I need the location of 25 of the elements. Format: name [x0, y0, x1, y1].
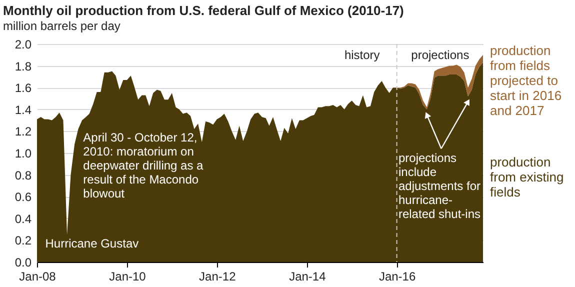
- y-tick-label: 1.8: [14, 59, 32, 74]
- y-tick-label: 0.6: [14, 190, 32, 204]
- annotation: Hurricane Gustav: [45, 236, 139, 250]
- y-tick-label: 0.2: [14, 234, 32, 248]
- x-tick-label: Jan-14: [289, 270, 326, 284]
- annotation: April 30 - October 12, 2010: moratorium on deepwater drilling as a result of the Macondo blowout: [83, 130, 204, 200]
- annotation: history: [344, 48, 380, 62]
- y-tick-label: 0.4: [14, 212, 32, 226]
- y-tick-label: 1.0: [14, 146, 32, 160]
- y-tick-label: 1.4: [14, 102, 32, 117]
- annotation: projections include adjustments for hurricane-related shut-ins: [398, 151, 481, 221]
- y-tick-label: 0.0: [14, 256, 32, 270]
- y-tick-label: 1.2: [14, 124, 32, 139]
- series-label: production from existing fields: [490, 154, 564, 200]
- series-label: production from fields projected to start in 2016 and 2017: [490, 42, 562, 118]
- annotation: projections: [411, 48, 470, 62]
- x-tick-label: Jan-10: [109, 270, 146, 284]
- y-tick-label: 2.0: [14, 38, 32, 52]
- x-tick-label: Jan-16: [378, 270, 416, 284]
- y-tick-label: 0.8: [14, 168, 32, 182]
- chart-subtitle: million barrels per day: [3, 19, 120, 33]
- chart-title: Monthly oil production from U.S. federal Gulf of Mexico (2010-17): [3, 3, 404, 18]
- y-tick-label: 1.6: [14, 81, 32, 96]
- x-tick-label: Jan-08: [19, 270, 56, 284]
- x-tick-label: Jan-12: [199, 270, 236, 284]
